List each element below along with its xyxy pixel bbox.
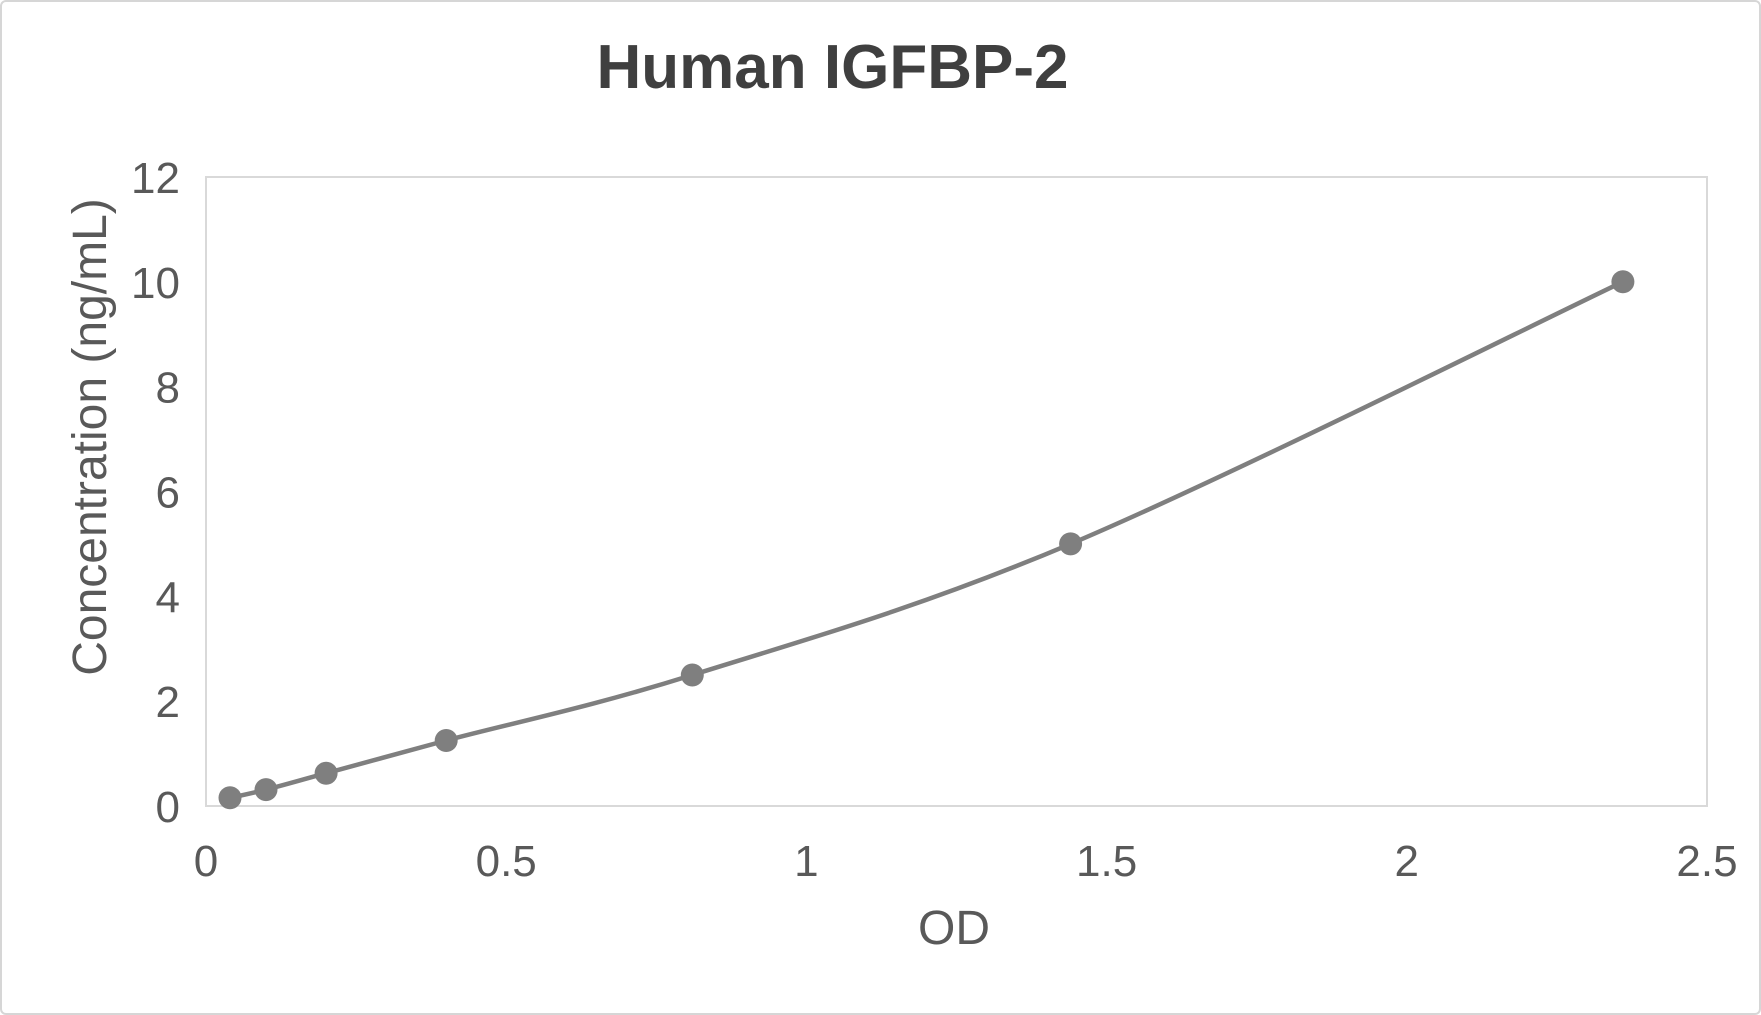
y-tick-label: 6 [156,469,180,518]
x-tick-label: 2 [1395,837,1419,886]
x-tick-label: 0.5 [476,837,537,886]
y-tick-label: 8 [156,364,180,413]
y-tick-label: 12 [131,154,180,203]
y-tick-label: 4 [156,573,180,622]
y-tick-label: 2 [156,678,180,727]
data-point-marker [254,778,278,802]
x-tick-label: 0 [194,837,218,886]
standard-curve-line [227,279,1626,801]
data-point-marker [434,729,458,752]
x-tick-label: 1.5 [1076,837,1137,886]
plot-border [205,176,1708,807]
y-axis-title: Concentration (ng/mL) [64,198,117,676]
x-axis-title: OD [918,902,990,955]
data-point-marker [1059,532,1083,556]
data-point-marker [1611,270,1635,294]
data-point-marker [218,786,242,810]
x-tick-label: 2.5 [1676,837,1737,886]
chart-title: Human IGFBP-2 [596,33,1069,102]
y-tick-label: 10 [131,259,180,308]
data-point-marker [314,761,338,785]
y-tick-label: 0 [156,783,180,832]
x-tick-label: 1 [794,837,818,886]
data-point-marker [680,663,704,687]
